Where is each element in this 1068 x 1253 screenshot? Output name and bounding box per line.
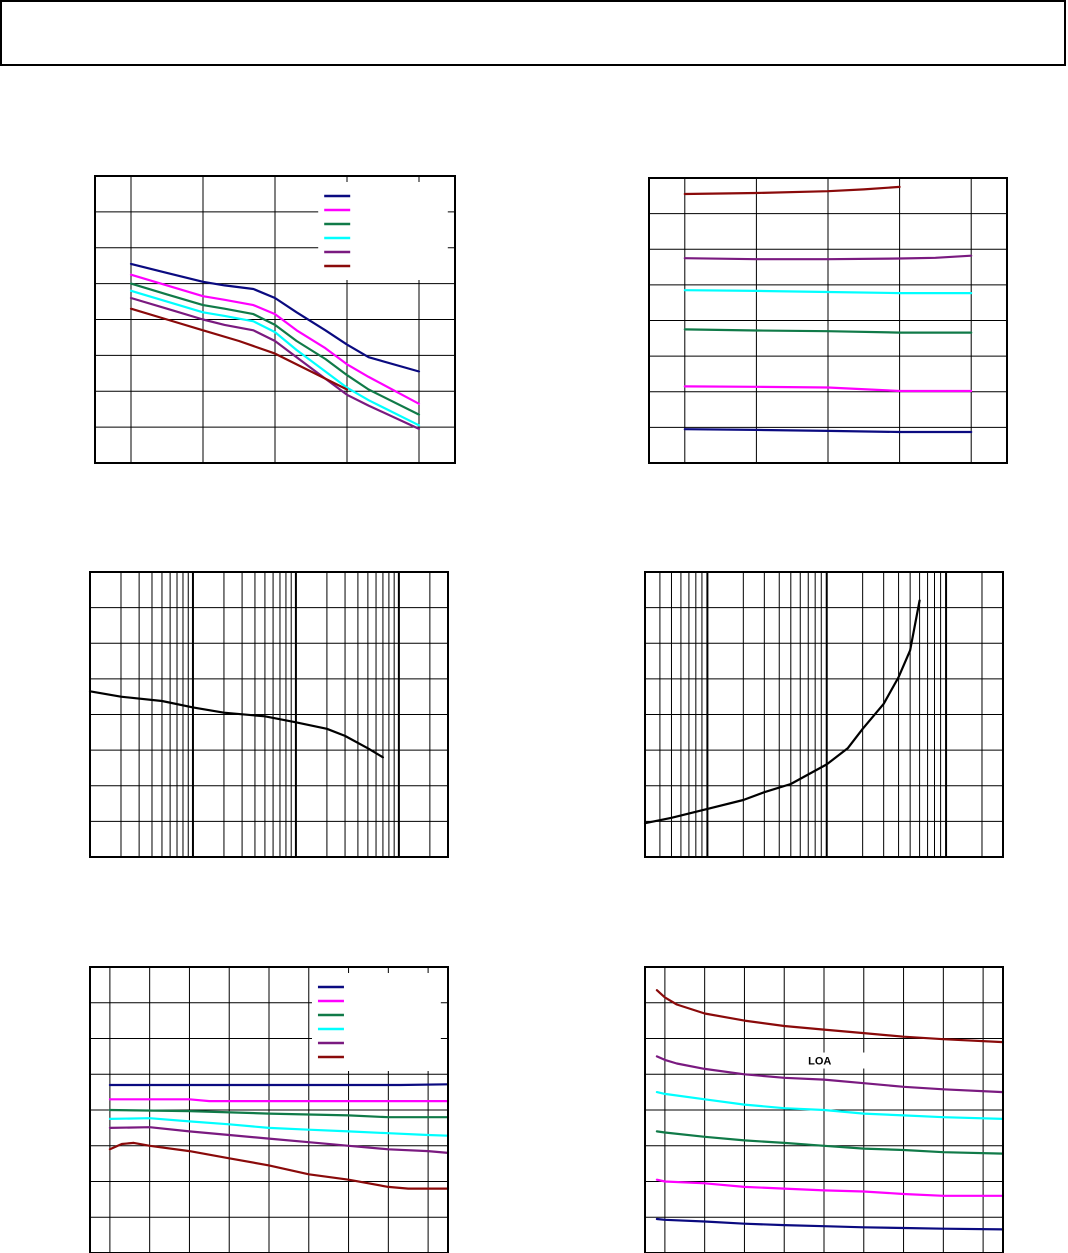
series-line-4 (683, 328, 973, 334)
series-line-2 (129, 273, 421, 405)
series-line-2 (655, 1055, 1005, 1094)
series-line-5 (108, 1126, 450, 1154)
series-line-3 (129, 282, 421, 416)
series-line-2 (108, 1098, 450, 1103)
series-line-1 (88, 690, 384, 759)
chart-c5 (89, 966, 450, 1253)
series-line-4 (129, 289, 421, 427)
series-line-5 (683, 385, 973, 393)
plot-frame (94, 175, 456, 464)
plot-frame (648, 177, 1008, 464)
legend (318, 182, 448, 280)
series-line-5 (129, 296, 421, 430)
grid (95, 176, 455, 463)
legend-box (318, 182, 448, 280)
series-line-1 (108, 1083, 450, 1087)
chart-c3 (88, 571, 449, 858)
series-line-6 (129, 307, 349, 391)
plot-frame (89, 571, 449, 858)
header-box (0, 0, 1066, 66)
series-line-1 (683, 185, 901, 196)
chart-c4 (643, 571, 1004, 858)
series-line-6 (108, 1141, 450, 1190)
series-line-6 (655, 1217, 1005, 1231)
series-line-3 (655, 1091, 1005, 1120)
plot-frame (644, 966, 1004, 1253)
grid (645, 572, 1003, 857)
chart-c2 (648, 177, 1008, 464)
plot-frame (89, 966, 449, 1253)
annotation-label: LOA (808, 1056, 831, 1068)
series-line-4 (655, 1130, 1005, 1155)
legend-box (311, 973, 441, 1071)
series-line-4 (108, 1117, 450, 1137)
series-line-1 (643, 599, 921, 825)
chart-c1 (94, 175, 456, 464)
series-line-5 (655, 1178, 1005, 1197)
legend (311, 973, 441, 1071)
series-line-2 (683, 254, 973, 261)
grid (649, 178, 1007, 463)
series-line-3 (108, 1108, 450, 1119)
series-line-6 (683, 428, 973, 434)
series-line-1 (129, 262, 421, 373)
annotation-backdrop (798, 1052, 885, 1069)
series-line-1 (655, 989, 1005, 1044)
series-line-3 (683, 289, 973, 295)
grid (90, 572, 448, 857)
chart-c6: LOA (644, 966, 1005, 1253)
plot-frame (644, 571, 1004, 858)
